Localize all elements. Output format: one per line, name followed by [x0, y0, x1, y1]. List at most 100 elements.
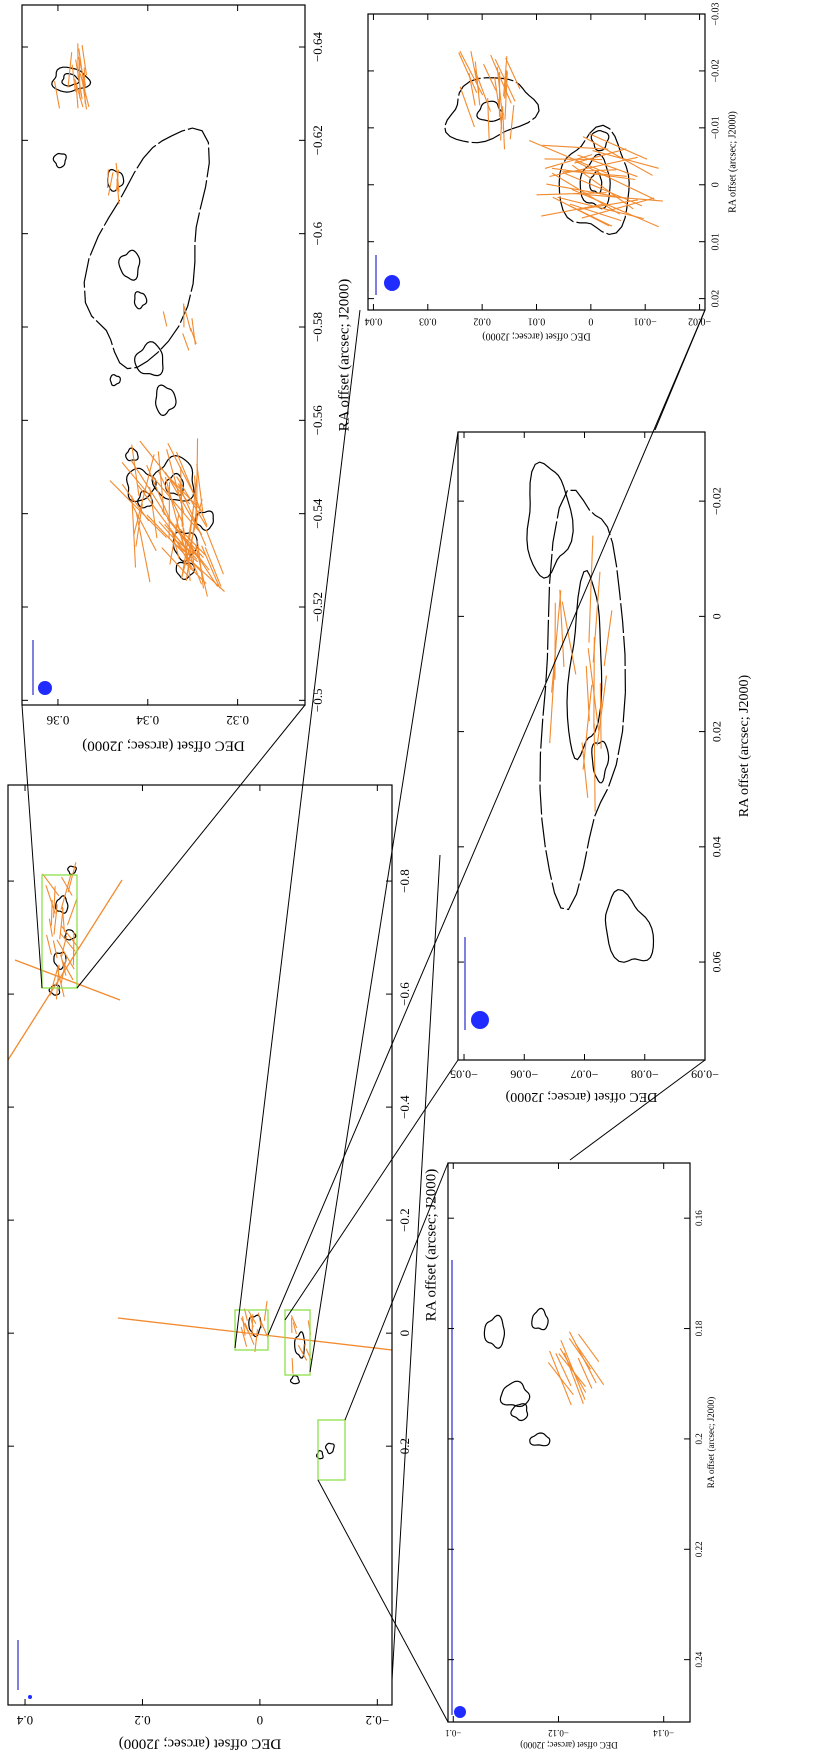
x-tick-label: 0.03: [419, 316, 437, 327]
polarization-vector: [43, 874, 59, 896]
plot-frame: [22, 5, 305, 705]
x-tick-label: −0.02: [688, 316, 711, 327]
x-tick-label: 0.4: [16, 1713, 33, 1728]
y-tick-label: 0: [710, 182, 721, 187]
connector-line: [318, 1480, 448, 1722]
polarization-vector: [158, 451, 164, 515]
polarization-vector: [67, 899, 76, 925]
contour-line: [53, 154, 66, 168]
zoom-box: [42, 875, 77, 988]
y-tick-label: 0.18: [694, 1320, 704, 1336]
polarization-vector: [604, 610, 612, 665]
contour-line: [56, 896, 68, 913]
plot-frame: [368, 14, 705, 310]
polarization-vector: [136, 513, 150, 582]
y-axis-label: RA offset (arcsec; J2000): [727, 111, 738, 213]
y-tick-label: −0.52: [310, 592, 325, 622]
x-tick-label: 0.04: [365, 316, 383, 327]
contour-line: [484, 1315, 504, 1348]
polarization-vector: [184, 306, 191, 331]
x-tick-label: 0.02: [473, 316, 491, 327]
contour-line: [530, 1433, 550, 1446]
y-tick-label: 0.16: [694, 1210, 704, 1226]
polarization-vector: [62, 877, 73, 896]
polarization-vector: [255, 1329, 258, 1352]
polarization-vector: [197, 438, 198, 505]
polarization-vector: [61, 875, 71, 910]
polarization-vector: [192, 318, 195, 344]
y-tick-label: −0.54: [310, 498, 325, 529]
y-tick-label: 0.2: [397, 1438, 412, 1454]
x-axis-label: DEC offset (arcsec; J2000): [505, 1089, 657, 1104]
contour-line: [291, 1376, 300, 1384]
y-tick-label: −0.2: [397, 1208, 412, 1232]
polarization-vector: [264, 1301, 267, 1321]
x-tick-label: −0.08: [631, 1067, 659, 1081]
contour-line: [532, 1308, 548, 1329]
connector-line: [22, 705, 42, 988]
beam: [28, 1695, 32, 1699]
polarization-vector: [594, 724, 595, 812]
y-tick-label: −0.01: [710, 116, 721, 139]
y-tick-label: −0.02: [710, 59, 721, 82]
y-tick-label: 0.24: [694, 1651, 704, 1667]
polarization-vector: [537, 193, 607, 195]
beam: [471, 1011, 489, 1029]
x-tick-label: −0.2: [366, 1713, 390, 1728]
x-tick-label: 0: [257, 1713, 264, 1728]
x-tick-label: −0.14: [653, 1728, 674, 1738]
contour-line: [445, 78, 539, 143]
polarization-vector: [510, 105, 514, 139]
polarization-vector: [47, 935, 52, 955]
contour-line: [591, 131, 609, 151]
polarization-vector: [560, 590, 564, 667]
x-tick-label: 0.36: [46, 713, 69, 728]
x-axis-label: DEC offset (arcsec; J2000): [520, 1740, 618, 1750]
contour-line: [500, 1381, 529, 1406]
polarization-vector: [589, 134, 647, 160]
y-axis-label: RA offset (arcsec; J2000): [706, 1397, 716, 1489]
y-tick-label: −0.03: [710, 2, 721, 25]
beam: [384, 275, 400, 291]
polarization-vector: [542, 145, 608, 149]
connector-line: [235, 310, 360, 1348]
polarization-vector: [460, 51, 483, 95]
plot-frame: [458, 432, 705, 1060]
zoom-box: [285, 1310, 310, 1375]
contour-line: [156, 385, 176, 416]
polarization-vector: [503, 106, 505, 149]
polarization-vector: [561, 1340, 585, 1400]
y-axis-label: RA offset (arcsec; J2000): [423, 1169, 439, 1322]
contour-line: [119, 250, 140, 280]
polarization-vector: [569, 1338, 590, 1369]
x-tick-label: −0.01: [634, 316, 657, 327]
polarization-vector: [546, 184, 623, 198]
y-tick-label: −0.4: [397, 1095, 412, 1119]
contour-line: [126, 448, 138, 461]
beam: [38, 681, 52, 695]
x-tick-label: −0.09: [691, 1067, 719, 1081]
polarization-vector: [292, 1358, 293, 1373]
y-tick-label: −0.5: [310, 689, 325, 713]
y-tick-label: −0.6: [397, 982, 412, 1006]
contour-line: [326, 1443, 335, 1453]
decoration: [8, 43, 705, 1722]
y-axis-label: RA offset (arcsec; J2000): [336, 279, 352, 432]
x-tick-label: −0.05: [450, 1067, 478, 1081]
y-axis-label: RA offset (arcsec; J2000): [737, 674, 752, 817]
x-tick-label: −0.06: [510, 1067, 538, 1081]
contour-line: [135, 292, 147, 309]
contour-line: [567, 571, 602, 760]
polarization-vector: [68, 52, 72, 87]
contour-line: [605, 890, 653, 963]
polarization-vector: [57, 940, 74, 969]
x-tick-label: 0: [588, 316, 593, 327]
polarization-vector: [552, 590, 561, 692]
connector-line: [655, 310, 705, 430]
polarization-vector: [183, 333, 189, 350]
x-axis-label: DEC offset (arcsec; J2000): [82, 738, 245, 754]
x-tick-label: −0.07: [571, 1067, 599, 1081]
x-tick-label: 0.34: [136, 713, 159, 728]
plot-frame: [448, 1163, 690, 1722]
y-tick-label: 0.02: [710, 721, 724, 742]
